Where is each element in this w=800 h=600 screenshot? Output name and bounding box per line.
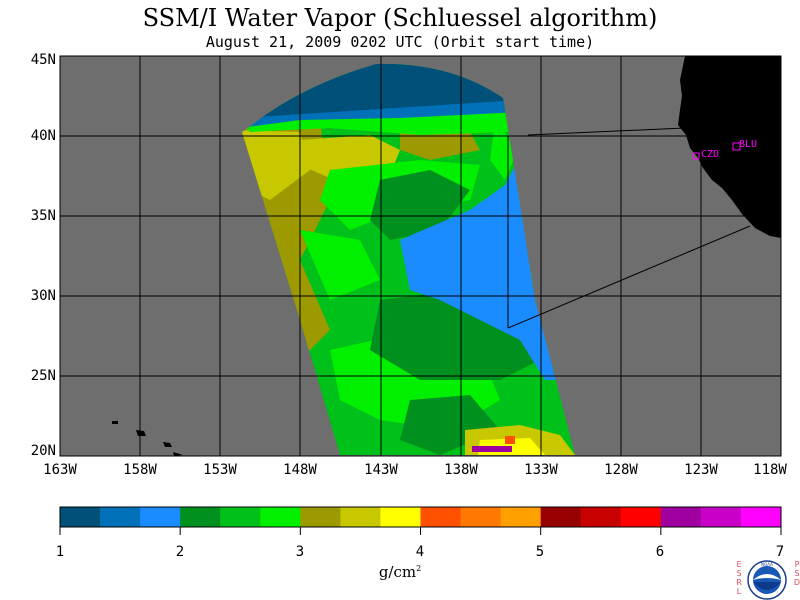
lon-label: 158W [123,462,157,478]
lon-label: 148W [283,462,317,478]
california-land [678,56,781,238]
units-text: g/cm [378,563,417,581]
colorbar-swatch [420,507,462,527]
colorbar-swatch [340,507,381,527]
colorbar-label: 7 [775,544,785,560]
lon-label: 143W [364,462,398,478]
colorbar-label: 1 [55,544,65,560]
map-grid [60,56,781,456]
hawaiian-islands [112,421,183,456]
colorbar-swatch [60,507,101,527]
units-exponent: 2 [416,564,422,573]
lon-label: 138W [444,462,478,478]
colorbar-swatch [300,507,341,527]
map-subtitle: August 21, 2009 0202 UTC (Orbit start ti… [205,33,595,51]
station-czd-marker [692,152,700,160]
colorbar-label: 6 [655,544,665,560]
colorbar-swatch [500,507,542,527]
colorbar-swatch [460,507,502,527]
lat-label: 45N [30,52,56,68]
colorbar-swatch [580,507,622,527]
lon-label: 118W [753,462,787,478]
lat-label: 20N [30,443,56,459]
colorbar [59,507,782,535]
colorbar-swatch [140,507,181,527]
colorbar-swatch [540,507,582,527]
lat-label: 30N [30,288,56,304]
colorbar-swatch [100,507,141,527]
colorbar-swatch [660,507,702,527]
lat-label: 25N [30,368,56,384]
colorbar-swatch [620,507,662,527]
colorbar-swatch [740,507,782,527]
colorbar-label: 3 [295,544,305,560]
lat-label: 40N [30,128,56,144]
lat-label: 35N [30,208,56,224]
station-blu-label: BLU [739,139,757,150]
colorbar-units: g/cm2 [370,563,430,581]
region-box [507,127,751,329]
colorbar-swatch [700,507,742,527]
lon-label: 133W [524,462,558,478]
lon-label: 163W [43,462,77,478]
colorbar-swatch [380,507,421,527]
colorbar-swatch [180,507,221,527]
colorbar-swatch [220,507,261,527]
colorbar-label: 4 [415,544,425,560]
logo-center-text: NOAA [761,562,773,567]
map-frame [59,55,782,457]
lon-label: 153W [203,462,237,478]
lon-label: 123W [684,462,718,478]
colorbar-label: 5 [535,544,545,560]
colorbar-frame [59,506,782,528]
map-title: SSM/I Water Vapor (Schluessel algorithm) [142,4,658,32]
station-blu-marker [732,142,741,151]
colorbar-label: 2 [175,544,185,560]
noaa-emblem-icon [747,560,787,600]
lon-label: 128W [604,462,638,478]
station-czd-label: CZD [701,149,719,160]
colorbar-swatch [260,507,301,527]
